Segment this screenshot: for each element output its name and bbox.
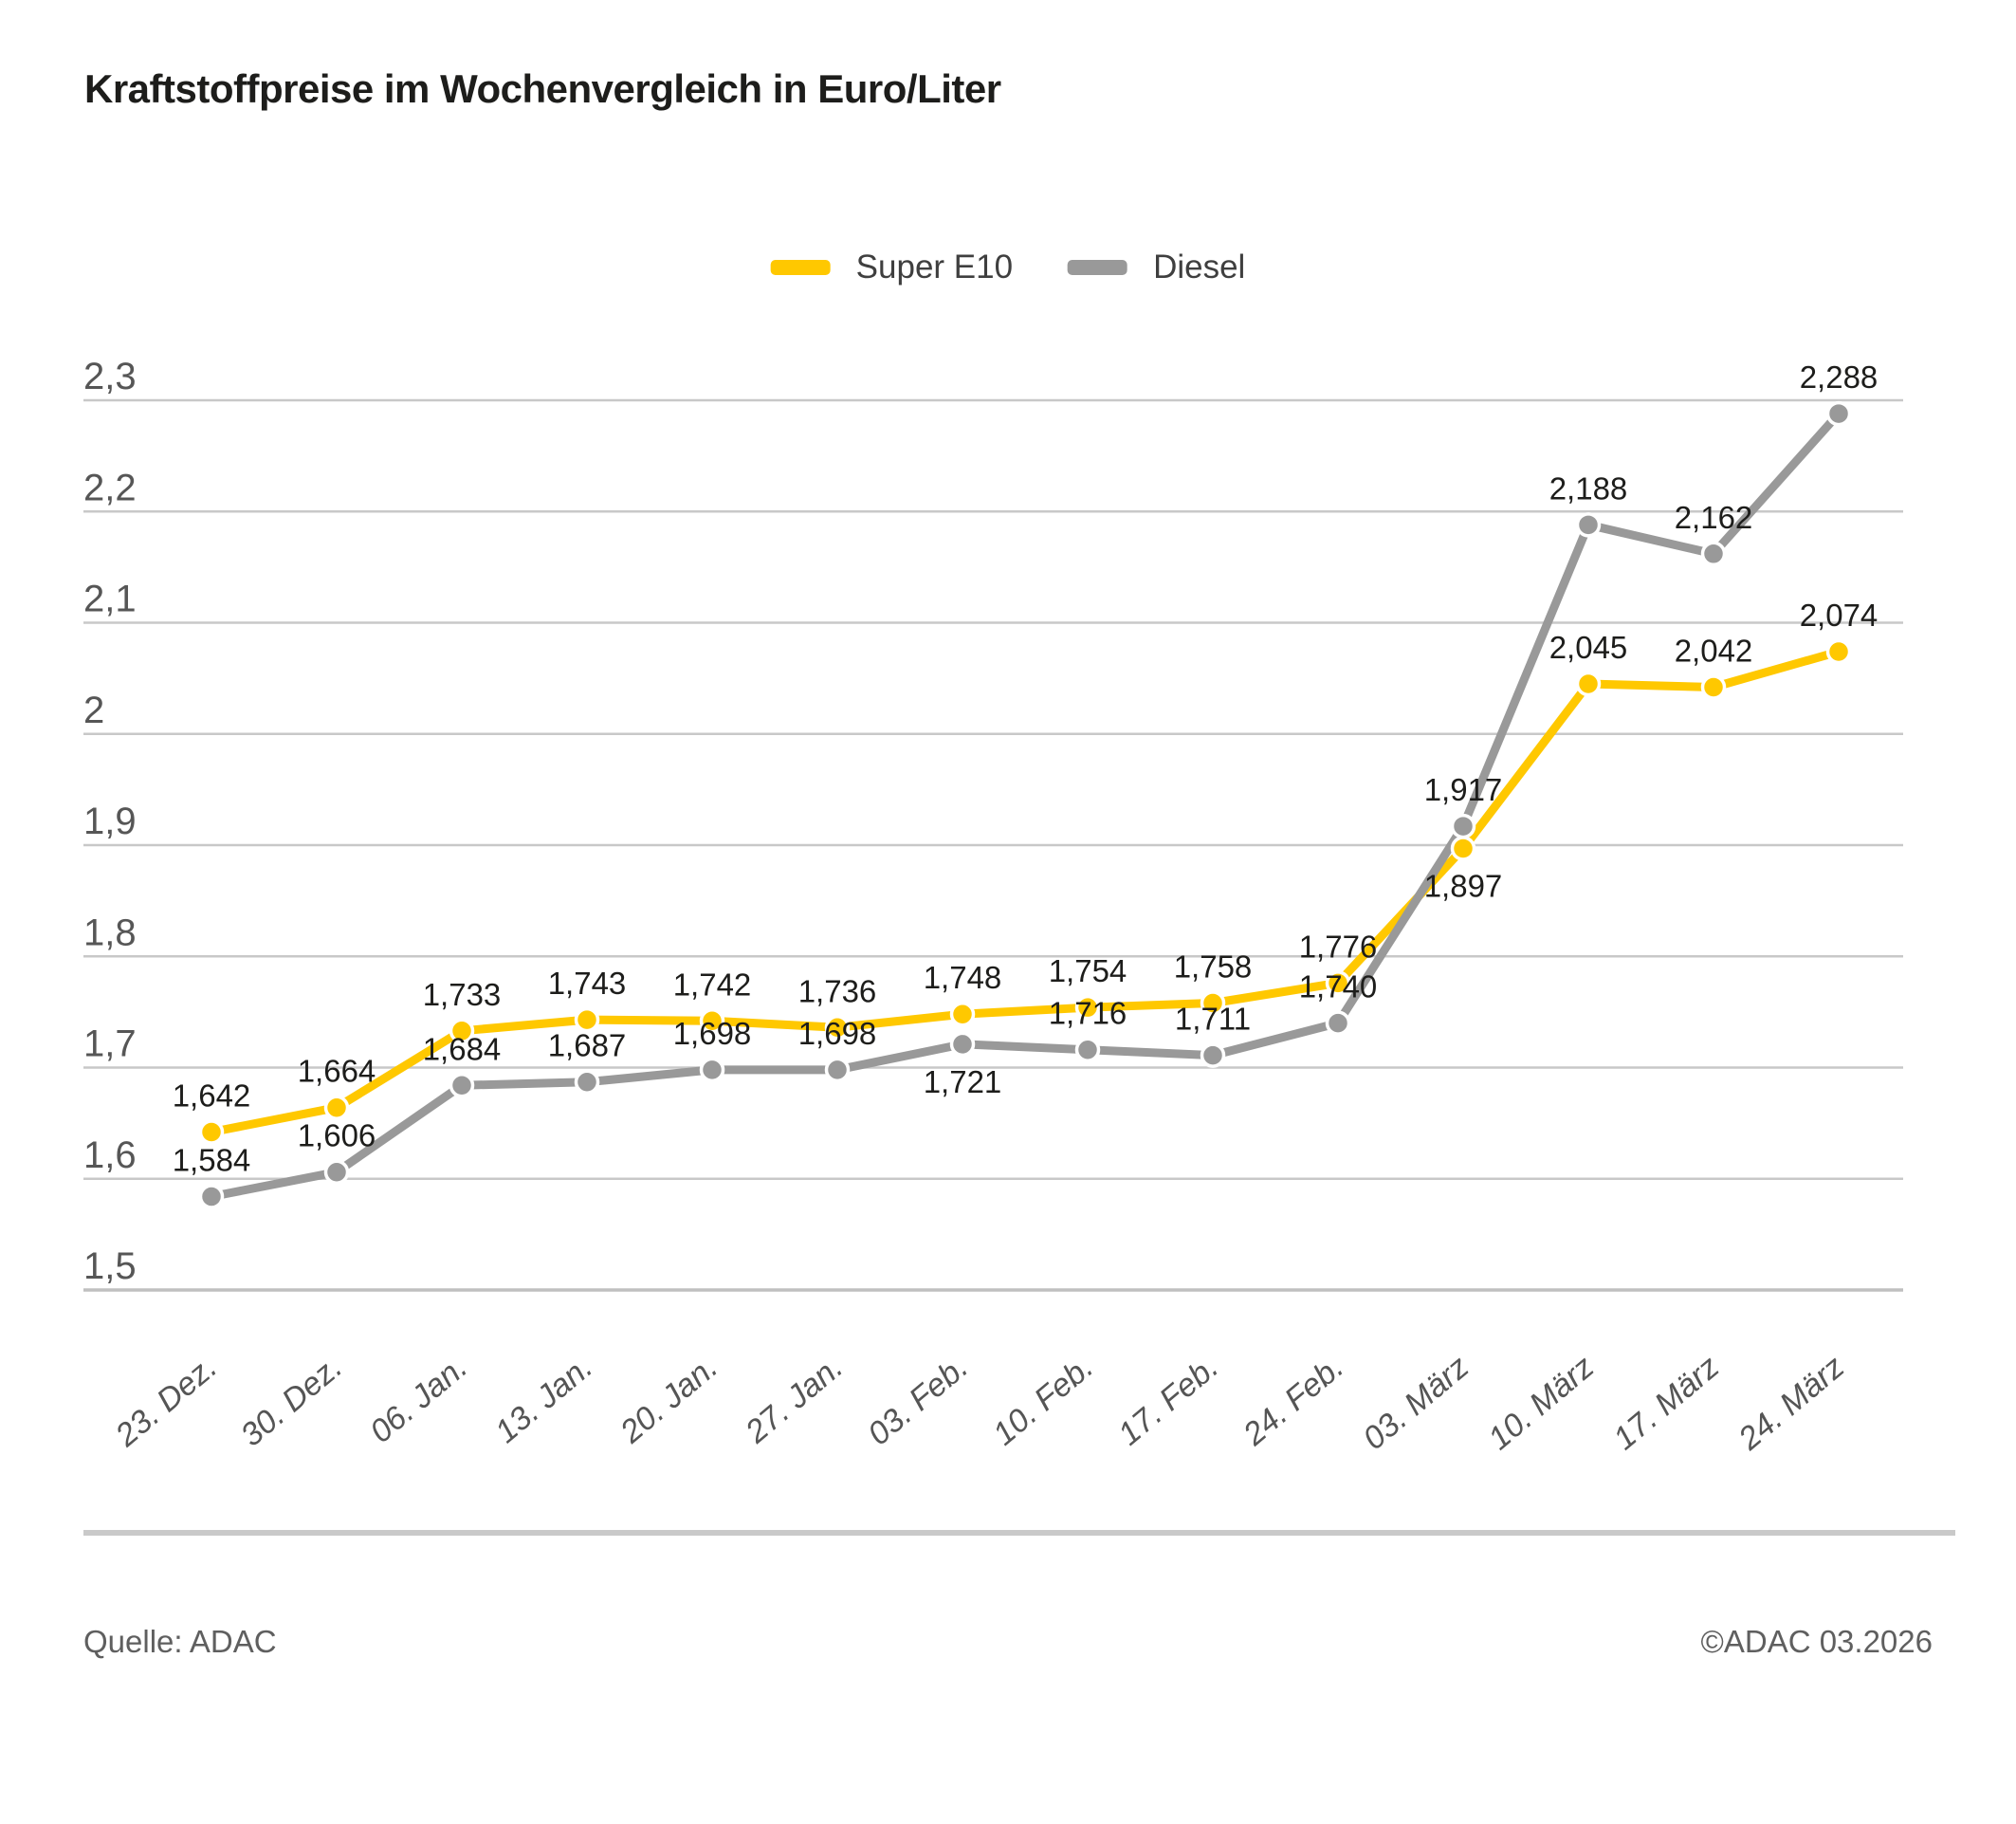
data-point-diesel: [1700, 541, 1727, 567]
series-line-super-e10: [207, 647, 1843, 1137]
data-point-super-e10: [699, 1008, 725, 1034]
data-label: 1,754: [1049, 953, 1127, 988]
y-tick-label: 2: [83, 690, 104, 731]
data-label: 1,721: [924, 1064, 1002, 1099]
data-point-diesel: [1200, 1042, 1226, 1068]
data-label: 2,162: [1675, 500, 1753, 535]
data-point-super-e10: [1575, 671, 1602, 697]
legend-label-diesel: Diesel: [1153, 249, 1246, 286]
legend-swatch-super-e10-icon: [770, 260, 831, 275]
data-label: 1,698: [673, 1016, 752, 1051]
x-tick-label: 30. Dez.: [234, 1349, 349, 1454]
x-tick-label: 03. Feb.: [861, 1349, 975, 1452]
data-point-diesel: [1825, 400, 1852, 427]
data-label: 1,687: [548, 1028, 627, 1063]
y-tick-label: 2,2: [83, 467, 137, 508]
data-label: 1,917: [1424, 772, 1503, 807]
y-tick-label: 1,7: [83, 1023, 137, 1065]
series-line-diesel: [207, 409, 1843, 1202]
data-label: 1,742: [673, 967, 752, 1002]
data-label: 1,743: [548, 966, 627, 1001]
data-point-diesel: [1325, 1010, 1351, 1036]
data-point-super-e10: [1450, 836, 1476, 861]
data-label: 1,748: [924, 960, 1002, 995]
data-label: 1,698: [798, 1016, 877, 1051]
data-label: 1,740: [1299, 969, 1378, 1004]
y-tick-label: 1,9: [83, 801, 137, 842]
y-tick-label: 1,8: [83, 912, 137, 953]
data-label: 1,642: [173, 1078, 251, 1114]
x-tick-label: 10. Feb.: [986, 1349, 1100, 1452]
data-point-diesel: [824, 1057, 851, 1083]
chart-legend: Super E10 Diesel: [770, 249, 1245, 286]
x-tick-label: 10. März: [1481, 1349, 1601, 1457]
data-label: 2,074: [1800, 598, 1879, 633]
data-point-super-e10: [1700, 674, 1727, 700]
x-tick-label: 13. Jan.: [488, 1349, 599, 1450]
x-tick-label: 03. März: [1356, 1349, 1475, 1457]
x-tick-label: 27. Jan.: [738, 1349, 850, 1451]
data-point-super-e10: [1074, 994, 1101, 1021]
data-label: 1,733: [423, 977, 502, 1012]
chart-title: Kraftstoffpreise im Wochenvergleich in E…: [84, 66, 1001, 111]
data-point-super-e10: [1325, 970, 1351, 996]
y-tick-label: 2,3: [83, 356, 137, 397]
data-point-diesel: [1074, 1037, 1101, 1062]
x-tick-label: 20. Jan.: [613, 1349, 724, 1451]
data-point-diesel: [574, 1069, 600, 1095]
data-point-diesel: [198, 1184, 225, 1209]
legend-swatch-diesel-icon: [1068, 260, 1128, 275]
data-label: 2,042: [1675, 634, 1753, 669]
x-tick-label: 17. März: [1606, 1349, 1726, 1457]
data-label: 1,716: [1049, 996, 1127, 1031]
data-point-diesel: [699, 1057, 725, 1083]
data-point-super-e10: [323, 1095, 350, 1120]
data-label: 2,045: [1549, 630, 1628, 665]
data-label: 1,584: [173, 1143, 251, 1178]
data-label: 1,711: [1175, 1002, 1251, 1037]
x-tick-label: 24. Feb.: [1236, 1349, 1350, 1453]
footer-source: Quelle: ADAC: [83, 1624, 277, 1659]
x-tick-label: 23. Dez.: [108, 1349, 224, 1454]
footer-copyright: ©ADAC 03.2026: [1700, 1624, 1933, 1659]
data-point-super-e10: [1200, 990, 1226, 1016]
legend-item-super-e10: Super E10: [770, 249, 1014, 286]
x-tick-label: 24. März: [1732, 1349, 1852, 1458]
data-point-super-e10: [198, 1119, 225, 1145]
data-label: 1,897: [1424, 869, 1503, 904]
data-point-super-e10: [1825, 638, 1852, 665]
data-point-diesel: [949, 1031, 976, 1058]
data-point-super-e10: [949, 1001, 976, 1027]
legend-item-diesel: Diesel: [1068, 249, 1245, 286]
data-point-super-e10: [574, 1006, 600, 1033]
y-tick-label: 2,1: [83, 579, 137, 620]
line-chart: 1,5 1,6 1,7 1,8 1,9 2 2,1 2,2 2,3 23. Dez. 30. Dez…: [83, 356, 1903, 1458]
data-point-super-e10: [449, 1018, 475, 1044]
legend-label-super-e10: Super E10: [855, 249, 1014, 286]
x-tick-label: 06. Jan.: [363, 1349, 474, 1450]
data-point-super-e10: [824, 1015, 851, 1041]
data-point-diesel: [323, 1159, 350, 1185]
data-label: 1,736: [798, 973, 877, 1008]
data-label: 1,684: [423, 1031, 502, 1066]
footer-divider: [83, 1530, 1955, 1536]
data-label: 1,664: [298, 1054, 376, 1089]
data-label: 2,188: [1549, 470, 1628, 506]
y-tick-label: 1,6: [83, 1134, 137, 1176]
x-tick-label: 17. Feb.: [1111, 1349, 1225, 1452]
data-label: 1,776: [1299, 929, 1378, 964]
data-label: 2,288: [1800, 359, 1879, 395]
data-point-diesel: [449, 1073, 475, 1098]
data-point-diesel: [1575, 512, 1602, 538]
data-label: 1,758: [1174, 949, 1253, 984]
data-point-diesel: [1450, 813, 1476, 839]
y-tick-label: 1,5: [83, 1245, 137, 1287]
data-label: 1,606: [298, 1118, 376, 1153]
